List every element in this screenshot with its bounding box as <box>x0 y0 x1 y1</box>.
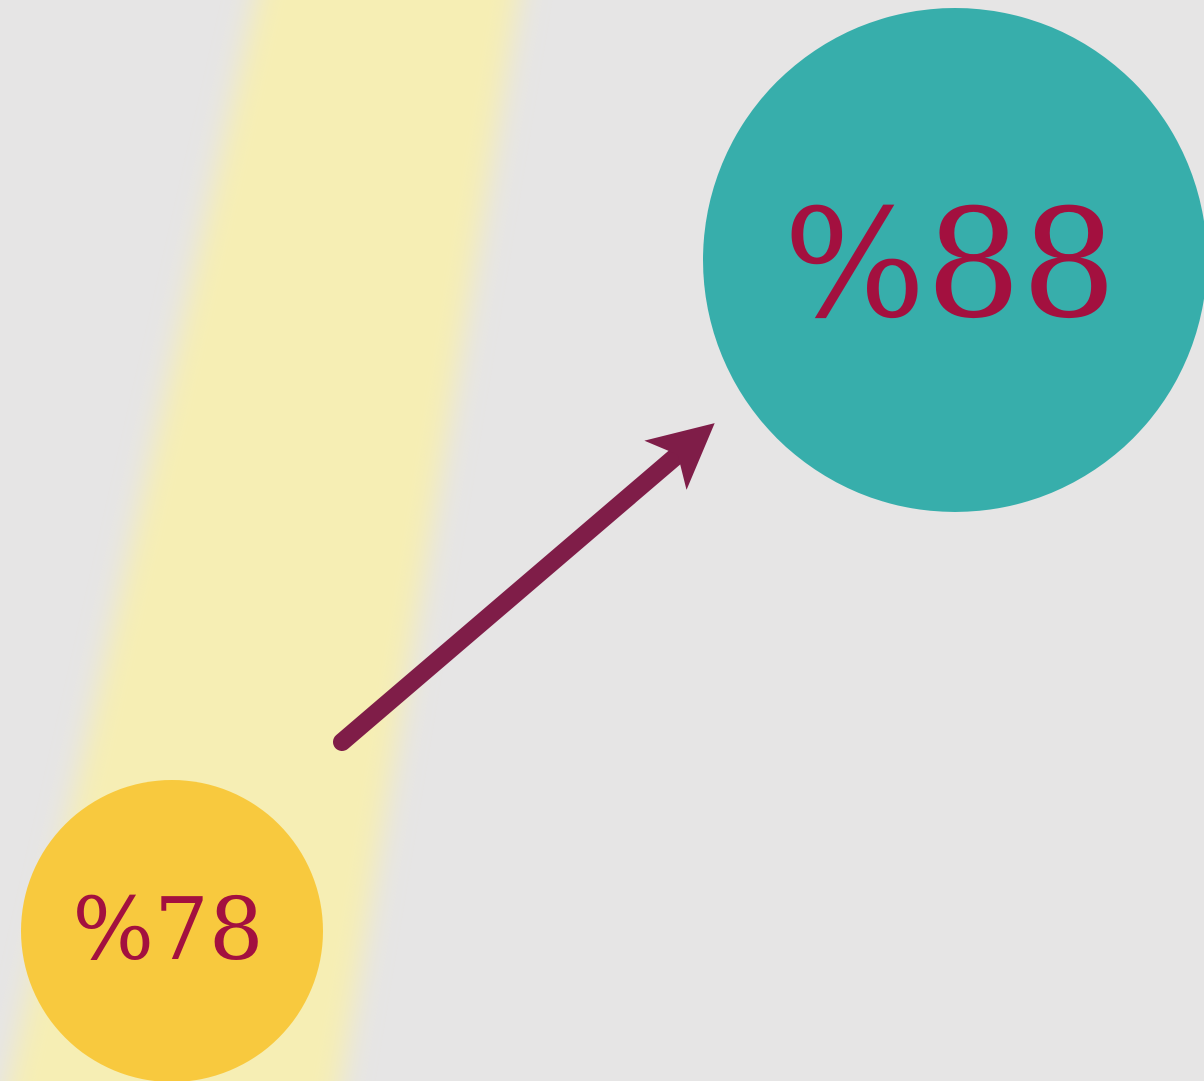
small-circle <box>21 780 323 1081</box>
arrow <box>333 423 715 751</box>
large-label: %88 <box>783 178 1116 352</box>
large-circle <box>703 8 1204 512</box>
small-label: %78 <box>72 880 263 980</box>
